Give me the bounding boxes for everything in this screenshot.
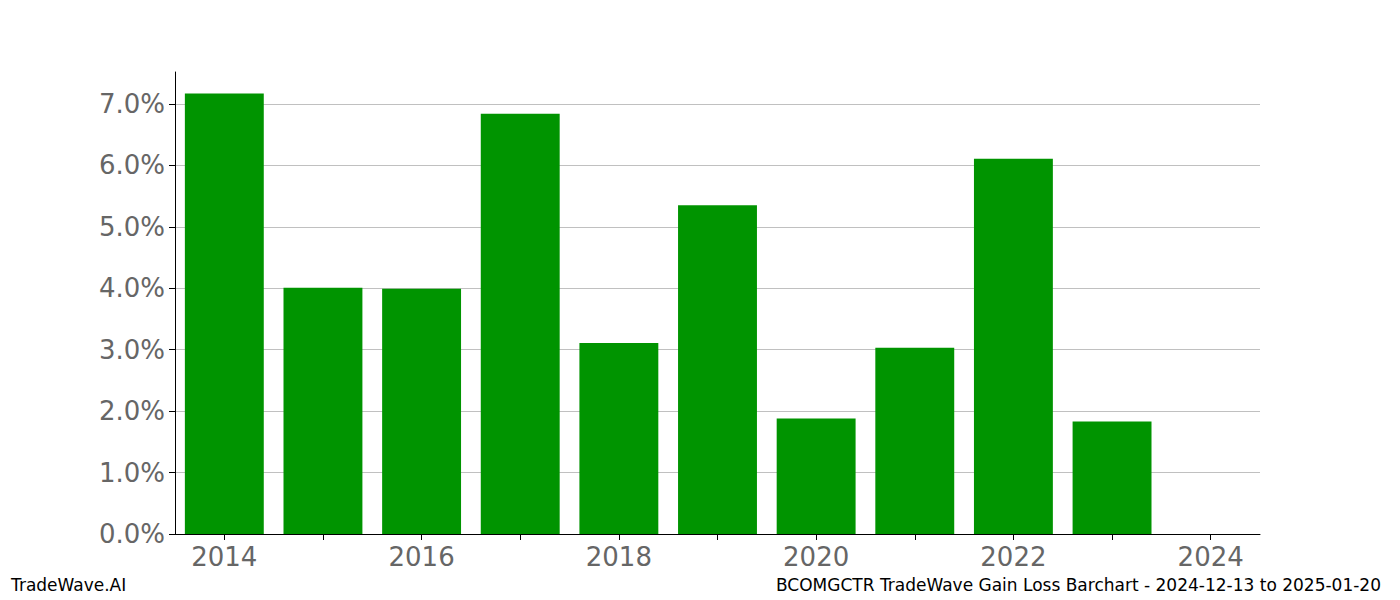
svg-text:2016: 2016 [389, 542, 455, 572]
svg-text:6.0%: 6.0% [99, 150, 165, 180]
svg-text:7.0%: 7.0% [99, 89, 165, 119]
svg-text:2022: 2022 [980, 542, 1046, 572]
svg-text:2020: 2020 [783, 542, 849, 572]
svg-text:2014: 2014 [191, 542, 257, 572]
svg-text:5.0%: 5.0% [99, 212, 165, 242]
svg-text:TradeWave.AI: TradeWave.AI [10, 575, 126, 595]
svg-text:2018: 2018 [586, 542, 652, 572]
svg-text:BCOMGCTR TradeWave Gain Loss B: BCOMGCTR TradeWave Gain Loss Barchart - … [776, 575, 1381, 595]
svg-text:3.0%: 3.0% [99, 335, 165, 365]
svg-text:2024: 2024 [1178, 542, 1244, 572]
svg-text:2.0%: 2.0% [99, 396, 165, 426]
svg-text:0.0%: 0.0% [99, 519, 165, 549]
svg-text:1.0%: 1.0% [99, 458, 165, 488]
svg-text:4.0%: 4.0% [99, 273, 165, 303]
